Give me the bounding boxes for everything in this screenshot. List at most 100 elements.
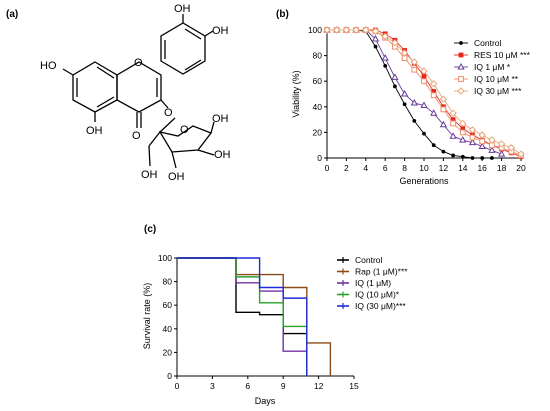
- atom-o-carbonyl: O: [132, 130, 141, 142]
- atom-o-sugar: O: [180, 124, 189, 136]
- data-point: [402, 102, 407, 107]
- data-point: [410, 58, 419, 66]
- x-tick-label: 8: [402, 163, 407, 173]
- legend-label: Rap (1 μM)***: [355, 267, 408, 277]
- y-axis-title: Survival rate (%): [142, 283, 152, 350]
- legend-item-iq-10-m: IQ (10 μM)*: [337, 290, 400, 300]
- legend-item-res-10-m: RES 10 μM ***: [454, 50, 531, 60]
- data-point: [478, 142, 486, 149]
- data-point: [459, 129, 466, 136]
- legend-item-iq-1-m: IQ 1 μM *: [454, 62, 511, 72]
- x-tick-label: 6: [245, 381, 250, 391]
- data-point: [412, 118, 417, 123]
- data-point: [439, 95, 448, 103]
- legend-item-iq-10-m: IQ 10 μM **: [454, 74, 519, 84]
- tick-labels: 0 2 4 6 8 10 12 14 16 18 20 0 20 40 60 80 100: [308, 25, 526, 173]
- data-point: [459, 119, 467, 128]
- x-tick-label: 18: [497, 163, 507, 173]
- data-point: [450, 120, 457, 127]
- y-tick-label: 60: [313, 76, 323, 86]
- data-point: [373, 44, 378, 49]
- legend: Control Rap (1 μM)***IQ (1 μM) IQ (10 μM)*…: [337, 255, 408, 311]
- data-point: [480, 156, 485, 160]
- data-point: [458, 76, 464, 82]
- data-point: [457, 62, 465, 70]
- atom-oh-4: OH: [212, 113, 229, 125]
- data-point: [468, 126, 477, 134]
- data-point: [469, 134, 476, 141]
- atom-oh-2: OH: [212, 25, 229, 37]
- data-point: [352, 26, 360, 34]
- panel-label-c: (c): [144, 224, 156, 235]
- y-tick-label: 60: [163, 300, 173, 310]
- data-point: [362, 26, 370, 34]
- series-iq-1-m: [177, 257, 308, 376]
- series-iq-30-m: [323, 26, 525, 158]
- y-tick-label: 0: [317, 153, 322, 163]
- data-point: [440, 106, 447, 113]
- legend-label: IQ (10 μM)*: [355, 290, 400, 300]
- survival-step-line: [177, 257, 308, 376]
- data-point: [439, 120, 448, 128]
- data-point: [421, 78, 427, 85]
- tick-labels: 0 3 6 9 12 15 0 20 40 60 80 100: [158, 253, 359, 391]
- data-point: [410, 98, 418, 106]
- y-tick-label: 20: [163, 347, 173, 357]
- data-point: [420, 67, 428, 75]
- data-point: [400, 49, 409, 57]
- survival-step-line: [177, 257, 308, 376]
- atom-oh-1: OH: [174, 3, 191, 15]
- data-point: [391, 39, 399, 47]
- survival-step-line: [177, 257, 308, 376]
- data-point: [449, 132, 457, 139]
- panel-label-a: (a): [6, 9, 18, 20]
- data-point: [342, 26, 351, 34]
- legend-item-iq-30-m: IQ (30 μM)***: [337, 301, 406, 311]
- legend: Control RES 10 μM *** IQ 1 μM * IQ 10 μM **…: [454, 38, 531, 96]
- series-control: [177, 257, 308, 376]
- y-tick-label: 80: [163, 277, 173, 287]
- data-point: [460, 154, 465, 159]
- atom-oh-5: OH: [214, 149, 231, 161]
- atom-oh-7: OH: [141, 169, 158, 181]
- x-tick-label: 0: [175, 381, 180, 391]
- x-tick-label: 12: [314, 381, 324, 391]
- legend-item-control: Control: [454, 38, 502, 48]
- data-point: [459, 41, 463, 45]
- ring-b: [160, 22, 206, 75]
- data-point: [430, 109, 438, 116]
- survival-step-line: [177, 257, 308, 376]
- x-axis-title: Generations: [399, 176, 449, 186]
- data-point: [479, 138, 486, 145]
- data-point: [441, 149, 446, 154]
- data-point: [488, 136, 496, 144]
- series-group: [177, 257, 332, 376]
- x-tick-label: 6: [383, 163, 388, 173]
- y-tick-label: 40: [163, 324, 173, 334]
- data-point: [517, 150, 525, 158]
- viability-chart: Viability (%) Generations 0 2 4 6 8 10 12 14 16 1…: [291, 25, 531, 186]
- data-point: [371, 34, 380, 42]
- data-point: [468, 138, 477, 146]
- x-tick-label: 2: [344, 163, 349, 173]
- series-iq-10-m: [177, 257, 308, 376]
- series-control: [325, 28, 494, 160]
- y-tick-label: 40: [313, 102, 323, 112]
- data-point: [460, 126, 466, 131]
- series-iq-30-m: [177, 257, 308, 376]
- x-tick-label: 15: [349, 381, 359, 391]
- x-tick-label: 4: [363, 163, 368, 173]
- data-point: [497, 150, 506, 157]
- data-point: [391, 73, 399, 80]
- x-tick-label: 14: [458, 163, 468, 173]
- molecule-structure: [62, 14, 215, 169]
- x-axis-title: Days: [255, 396, 276, 406]
- atom-o-ring: O: [134, 57, 143, 69]
- series-line: [327, 29, 492, 159]
- data-point: [431, 143, 436, 148]
- x-tick-label: 10: [419, 163, 429, 173]
- data-point: [429, 80, 438, 88]
- legend-item-control: Control: [337, 255, 383, 265]
- y-tick-label: 0: [167, 371, 172, 381]
- data-point: [411, 66, 418, 73]
